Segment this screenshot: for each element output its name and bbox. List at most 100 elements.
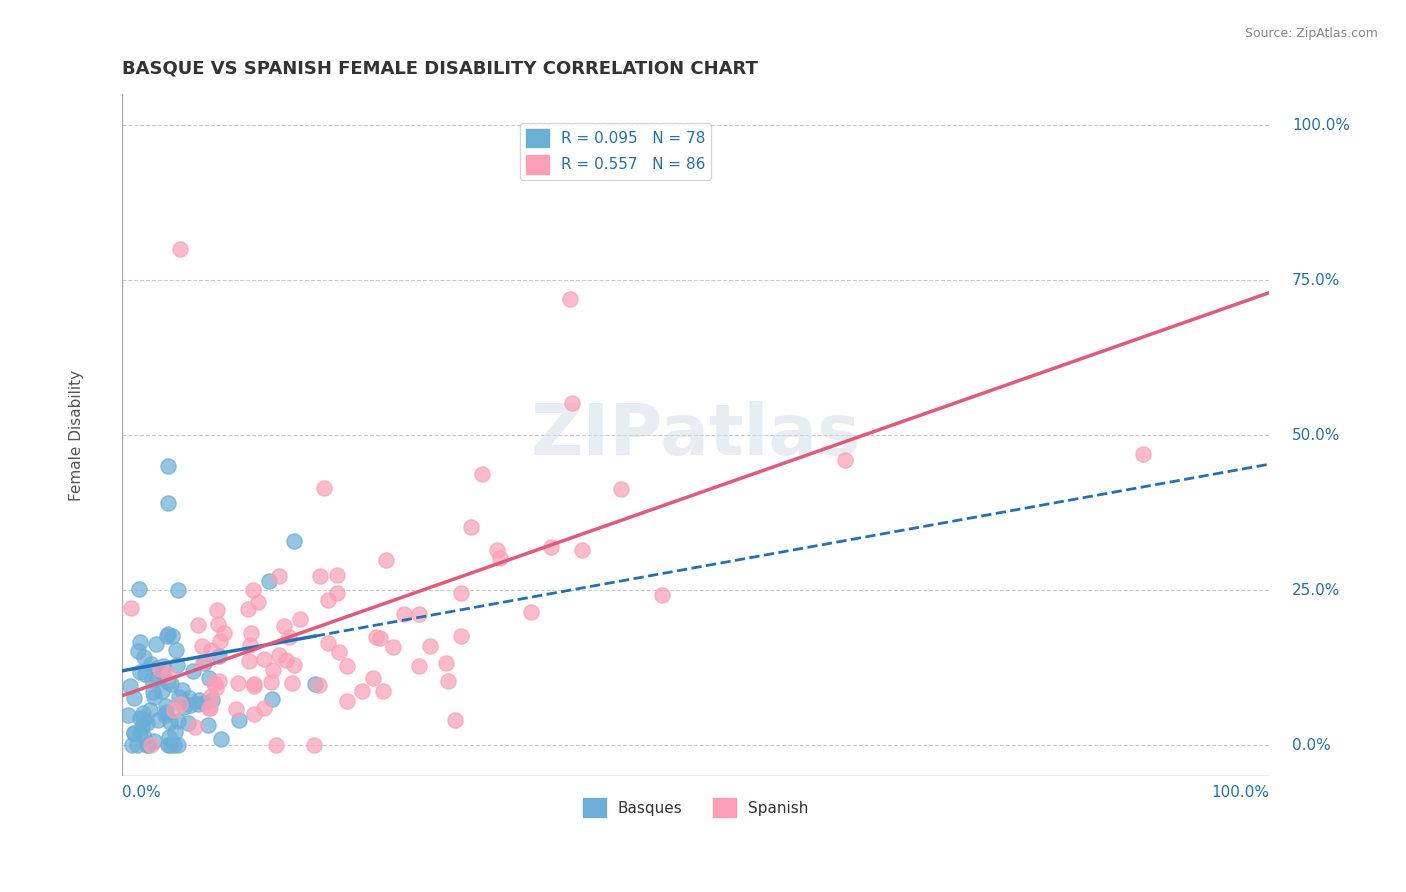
Point — [187, 693, 209, 707]
Point — [200, 642, 222, 657]
Point — [205, 681, 228, 696]
Point — [540, 540, 562, 554]
Point — [169, 243, 191, 257]
Point — [163, 725, 186, 739]
Point — [450, 629, 472, 643]
Point — [127, 644, 149, 658]
Point — [155, 708, 177, 723]
Point — [408, 607, 430, 621]
Point — [122, 690, 145, 705]
Point — [290, 612, 312, 626]
Point — [170, 695, 193, 709]
Point — [159, 714, 181, 729]
Point — [316, 636, 339, 650]
Point — [207, 617, 229, 632]
Point — [120, 679, 142, 693]
Point — [240, 625, 263, 640]
Point — [172, 683, 194, 698]
Point — [437, 673, 460, 688]
Point — [152, 658, 174, 673]
Point — [159, 677, 181, 691]
Point — [152, 666, 174, 681]
Point — [225, 701, 247, 715]
Point — [273, 619, 295, 633]
Point — [368, 631, 391, 645]
Text: 100.0%: 100.0% — [1292, 118, 1350, 133]
Point — [200, 700, 222, 714]
Point — [173, 700, 195, 714]
Point — [267, 569, 290, 583]
Point — [280, 675, 302, 690]
Point — [132, 730, 155, 744]
Point — [450, 586, 472, 600]
Point — [143, 690, 166, 705]
Point — [163, 738, 186, 752]
Point — [141, 673, 163, 687]
Point — [259, 674, 281, 689]
Point — [121, 738, 143, 752]
Point — [183, 720, 205, 734]
Point — [159, 738, 181, 752]
Point — [239, 638, 262, 652]
Point — [267, 648, 290, 663]
Point — [392, 607, 415, 622]
Point — [139, 703, 162, 717]
Point — [371, 684, 394, 698]
Point — [193, 657, 215, 671]
Point — [167, 690, 190, 705]
Point — [142, 685, 165, 699]
Point — [308, 569, 330, 583]
Point — [146, 671, 169, 685]
Text: 50.0%: 50.0% — [1292, 428, 1340, 442]
Point — [202, 675, 225, 690]
Point — [117, 708, 139, 723]
Point — [149, 662, 172, 676]
Text: Source: ZipAtlas.com: Source: ZipAtlas.com — [1244, 27, 1378, 40]
Point — [352, 684, 374, 698]
Point — [197, 718, 219, 732]
Point — [136, 738, 159, 752]
Point — [236, 602, 259, 616]
Point — [132, 706, 155, 720]
Point — [326, 586, 349, 600]
Point — [179, 691, 201, 706]
Point — [169, 698, 191, 712]
Point — [471, 467, 494, 481]
Point — [120, 601, 142, 615]
Point — [127, 738, 149, 752]
Point — [328, 645, 350, 659]
Point — [834, 453, 856, 467]
Point — [146, 661, 169, 675]
Point — [198, 671, 221, 685]
Point — [134, 667, 156, 681]
Point — [558, 292, 581, 306]
Point — [160, 629, 183, 643]
Point — [155, 705, 177, 719]
Text: Female Disability: Female Disability — [69, 370, 84, 501]
Point — [201, 693, 224, 707]
Point — [488, 550, 510, 565]
Point — [136, 716, 159, 731]
Point — [156, 738, 179, 752]
Text: 75.0%: 75.0% — [1292, 273, 1340, 288]
Point — [156, 629, 179, 643]
Point — [238, 653, 260, 667]
Point — [434, 656, 457, 670]
Point — [264, 738, 287, 752]
Point — [520, 606, 543, 620]
Point — [157, 675, 180, 690]
Point — [208, 673, 231, 688]
Point — [304, 676, 326, 690]
Point — [141, 738, 163, 752]
Point — [374, 553, 396, 567]
Point — [243, 676, 266, 690]
Point — [179, 698, 201, 713]
Point — [336, 694, 359, 708]
Point — [122, 726, 145, 740]
Point — [165, 642, 187, 657]
Point — [200, 689, 222, 703]
Point — [142, 734, 165, 748]
Point — [314, 481, 336, 495]
Point — [146, 713, 169, 727]
Point — [326, 568, 349, 582]
